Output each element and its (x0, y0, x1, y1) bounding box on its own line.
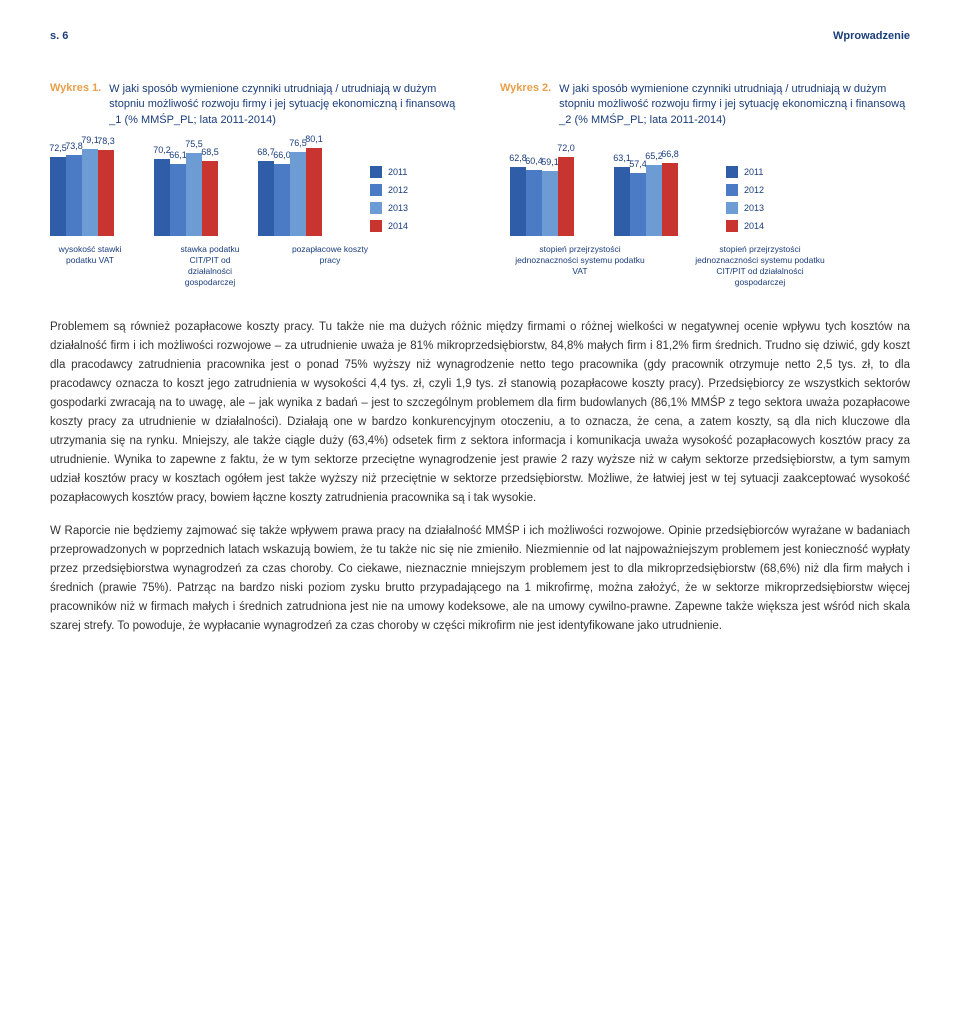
chart2-num: Wykres 2. (500, 82, 551, 128)
legend-label: 2011 (744, 167, 763, 177)
bar-value: 59,1 (541, 157, 559, 167)
legend-label: 2014 (388, 221, 408, 231)
legend-swatch (726, 220, 738, 232)
bar: 66,0 (274, 164, 290, 237)
paragraph-2: W Raporcie nie będziemy zajmować się tak… (50, 522, 910, 636)
bar-value: 68,7 (257, 147, 275, 157)
legend-item: 2014 (370, 220, 408, 232)
bar-value: 70,2 (153, 145, 171, 155)
bar-value: 73,8 (65, 141, 83, 151)
legend-label: 2012 (744, 185, 764, 195)
bar-group: 70,266,175,568,5 (154, 153, 218, 236)
x-label: stawka podatku CIT/PIT od działalności g… (170, 244, 250, 288)
bar-value: 62,8 (509, 153, 527, 163)
chart2-xaxis: stopień przejrzystości jednoznaczności s… (510, 244, 910, 288)
legend-item: 2012 (370, 184, 408, 196)
legend-swatch (726, 166, 738, 178)
bar: 80,1 (306, 148, 322, 236)
bar: 63,1 (614, 167, 630, 236)
bar-group: 63,157,465,266,8 (614, 163, 678, 236)
bar: 60,4 (526, 170, 542, 236)
bar: 59,1 (542, 171, 558, 236)
x-label: pozapłacowe koszty pracy (290, 244, 370, 288)
legend: 2011 2012 2013 2014 (370, 166, 408, 236)
bar: 65,2 (646, 165, 662, 237)
bar-group: 72,573,879,178,3 (50, 149, 114, 236)
bar-value: 76,5 (289, 138, 307, 148)
bar: 78,3 (98, 150, 114, 236)
bar: 68,5 (202, 161, 218, 236)
x-label: stopień przejrzystości jednoznaczności s… (510, 244, 650, 288)
legend: 2011 2012 2013 2014 (726, 166, 764, 236)
legend-item: 2011 (370, 166, 408, 178)
bar-value: 72,5 (49, 143, 67, 153)
bar: 73,8 (66, 155, 82, 236)
bar-value: 65,2 (645, 151, 663, 161)
bar: 76,5 (290, 152, 306, 236)
legend-label: 2011 (388, 167, 407, 177)
chart2-title: Wykres 2. W jaki sposób wymienione czynn… (500, 82, 910, 128)
chart1-num: Wykres 1. (50, 82, 101, 128)
bar-value: 57,4 (629, 159, 647, 169)
bar: 68,7 (258, 161, 274, 237)
legend-item: 2013 (726, 202, 764, 214)
chart2: 62,860,459,172,063,157,465,266,820112012… (510, 157, 910, 236)
legend-swatch (726, 202, 738, 214)
bar-value: 75,5 (185, 139, 203, 149)
bar: 75,5 (186, 153, 202, 236)
legend-item: 2012 (726, 184, 764, 196)
legend-label: 2013 (388, 203, 408, 213)
bar-value: 66,8 (661, 149, 679, 159)
legend-item: 2013 (370, 202, 408, 214)
chart1: 72,573,879,178,370,266,175,568,568,766,0… (50, 148, 450, 236)
chart1-xaxis: wysokość stawki podatku VAT stawka podatk… (50, 244, 450, 288)
bar-value: 63,1 (613, 153, 631, 163)
bar: 57,4 (630, 173, 646, 236)
legend-label: 2013 (744, 203, 764, 213)
bar-value: 66,1 (169, 150, 187, 160)
bar: 66,8 (662, 163, 678, 236)
paragraph-1: Problemem są również pozapłacowe koszty … (50, 318, 910, 508)
legend-swatch (370, 166, 382, 178)
section-name: Wprowadzenie (833, 30, 910, 42)
legend-item: 2014 (726, 220, 764, 232)
bar: 70,2 (154, 159, 170, 236)
bar-group: 68,766,076,580,1 (258, 148, 322, 236)
bar: 66,1 (170, 164, 186, 237)
bar-group: 62,860,459,172,0 (510, 157, 574, 236)
x-label: wysokość stawki podatku VAT (50, 244, 130, 288)
bar: 72,5 (50, 157, 66, 237)
bar-value: 78,3 (97, 136, 115, 146)
bar-value: 60,4 (525, 156, 543, 166)
bar: 72,0 (558, 157, 574, 236)
legend-swatch (370, 184, 382, 196)
bar-value: 66,0 (273, 150, 291, 160)
chart1-title: Wykres 1. W jaki sposób wymienione czynn… (50, 82, 460, 128)
legend-swatch (726, 184, 738, 196)
bar-value: 68,5 (201, 147, 219, 157)
bar-value: 79,1 (81, 135, 99, 145)
chart2-title-text: W jaki sposób wymienione czynniki utrudn… (559, 82, 910, 128)
page-number: s. 6 (50, 30, 68, 42)
legend-swatch (370, 220, 382, 232)
legend-swatch (370, 202, 382, 214)
x-label: stopień przejrzystości jednoznaczności s… (690, 244, 830, 288)
bar: 79,1 (82, 149, 98, 236)
legend-label: 2014 (744, 221, 764, 231)
bar: 62,8 (510, 167, 526, 236)
bar-value: 72,0 (557, 143, 575, 153)
legend-label: 2012 (388, 185, 408, 195)
bar-value: 80,1 (305, 134, 323, 144)
chart1-title-text: W jaki sposób wymienione czynniki utrudn… (109, 82, 460, 128)
legend-item: 2011 (726, 166, 764, 178)
